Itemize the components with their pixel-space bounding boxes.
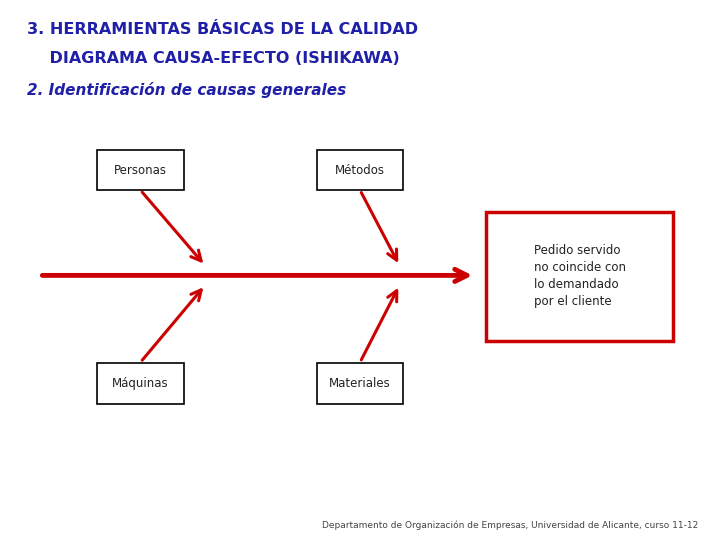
Text: Personas: Personas: [114, 164, 167, 177]
FancyBboxPatch shape: [97, 150, 184, 190]
Text: DIAGRAMA CAUSA-EFECTO (ISHIKAWA): DIAGRAMA CAUSA-EFECTO (ISHIKAWA): [27, 51, 400, 66]
Text: Métodos: Métodos: [335, 164, 385, 177]
Text: Máquinas: Máquinas: [112, 377, 168, 390]
FancyBboxPatch shape: [317, 363, 403, 404]
Text: 3. HERRAMIENTAS BÁSICAS DE LA CALIDAD: 3. HERRAMIENTAS BÁSICAS DE LA CALIDAD: [27, 22, 418, 37]
FancyBboxPatch shape: [486, 212, 673, 341]
Text: Departamento de Organización de Empresas, Universidad de Alicante, curso 11-12: Departamento de Organización de Empresas…: [322, 521, 698, 530]
FancyBboxPatch shape: [97, 363, 184, 404]
Text: Materiales: Materiales: [329, 377, 391, 390]
FancyBboxPatch shape: [317, 150, 403, 190]
Text: 2. Identificación de causas generales: 2. Identificación de causas generales: [27, 82, 346, 98]
Text: Pedido servido
no coincide con
lo demandado
por el cliente: Pedido servido no coincide con lo demand…: [534, 245, 626, 308]
